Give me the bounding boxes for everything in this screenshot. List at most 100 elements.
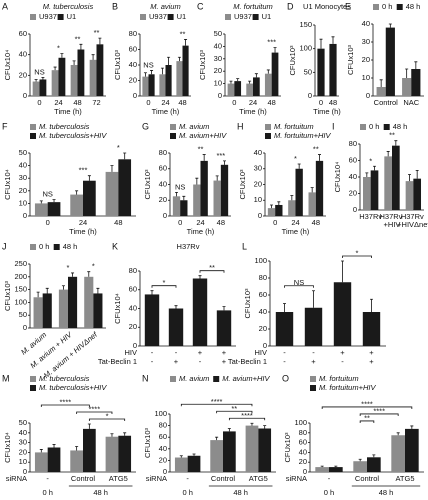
significance-label: ** xyxy=(313,145,319,154)
condition-value: - xyxy=(283,348,286,357)
error-bar xyxy=(386,151,390,157)
y-tick-label: 0 xyxy=(23,91,27,100)
y-axis-label: CFUx10³ xyxy=(283,432,292,463)
bar xyxy=(376,87,386,96)
x-axis-label: Time (h) xyxy=(282,227,310,236)
error-bar xyxy=(123,432,127,436)
significance-label: NS xyxy=(175,182,185,191)
error-bar xyxy=(39,449,43,453)
y-axis-label: CFUx10⁴ xyxy=(3,169,12,200)
y-axis-label: CFUx10³ xyxy=(238,169,247,200)
bar xyxy=(391,435,405,472)
error-bar xyxy=(263,425,267,429)
error-bar xyxy=(192,453,196,456)
x-axis-label: Time (h) xyxy=(69,227,97,236)
y-tick-label: 40 xyxy=(19,428,27,437)
legend-swatch xyxy=(310,376,316,382)
error-bar xyxy=(61,285,65,290)
y-tick-label: 80 xyxy=(349,139,357,148)
error-bar xyxy=(110,165,114,172)
bar xyxy=(370,170,379,210)
panel-letter: O xyxy=(282,373,289,383)
y-tick-label: 0 xyxy=(23,211,27,220)
bar xyxy=(223,431,236,472)
y-tick-label: 10 xyxy=(254,195,262,204)
panel-letter: L xyxy=(242,241,247,251)
x-tick-label: 48 xyxy=(312,218,320,227)
y-tick-label: 60 xyxy=(159,164,167,173)
y-axis-label: CFUx10³ xyxy=(198,50,207,81)
error-bar xyxy=(396,432,400,436)
y-tick-label: 0 xyxy=(133,91,137,100)
panel-letter: K xyxy=(112,241,118,251)
x-axis-label: Time (h) xyxy=(54,107,82,116)
error-bar xyxy=(319,38,323,49)
x-tick-label: 48 xyxy=(114,218,122,227)
error-bar xyxy=(215,436,219,441)
error-bar xyxy=(182,195,186,201)
bar xyxy=(275,204,283,216)
error-bar xyxy=(87,175,91,181)
significance-label: ** xyxy=(180,29,186,38)
x-tick-label: ATG5 xyxy=(109,474,128,483)
significance-label: ** xyxy=(75,34,81,43)
x-tick-label: 48 xyxy=(329,98,337,107)
bar xyxy=(362,312,381,346)
bracket-label: **** xyxy=(211,397,223,406)
bar xyxy=(174,457,188,472)
error-bar xyxy=(270,204,274,209)
bar xyxy=(118,435,132,472)
error-bar xyxy=(215,175,219,181)
bar xyxy=(227,83,235,96)
error-bar xyxy=(312,290,315,308)
error-bar xyxy=(250,422,254,426)
bracket-label: * xyxy=(356,248,359,257)
y-axis-label: CFUx10³ xyxy=(113,50,122,81)
error-bar xyxy=(75,446,79,451)
condition-value: - xyxy=(199,357,202,366)
condition-value: + xyxy=(369,348,374,357)
condition-value: - xyxy=(283,357,286,366)
significance-label: *** xyxy=(79,166,88,175)
y-tick-label: 40 xyxy=(129,60,137,69)
error-bar xyxy=(394,140,398,146)
y-tick-label: 50 xyxy=(304,67,312,76)
bar xyxy=(34,203,48,216)
legend-label: U1 xyxy=(67,12,77,21)
y-tick-label: 60 xyxy=(299,438,307,447)
panel-letter: F xyxy=(2,121,8,131)
error-bar xyxy=(175,191,179,197)
time-label: 48 h xyxy=(379,488,394,497)
legend-swatch xyxy=(213,376,220,382)
bar xyxy=(58,57,66,96)
error-bar xyxy=(334,465,338,468)
legend-swatch xyxy=(30,133,36,139)
y-tick-label: 60 xyxy=(129,285,137,294)
bracket xyxy=(321,406,413,409)
bar xyxy=(216,310,232,346)
error-bar xyxy=(60,53,64,58)
bar xyxy=(142,76,149,96)
panel-title: U1 Monocytes xyxy=(303,2,351,11)
x-tick-label: 48 xyxy=(178,98,186,107)
x-tick-label: H37Rv +HIVΔnef xyxy=(397,212,428,229)
x-tick-label: 0 xyxy=(46,218,50,227)
legend-swatch xyxy=(252,14,259,20)
error-bar xyxy=(177,56,181,62)
error-bar xyxy=(320,465,324,468)
y-tick-label: 20 xyxy=(129,75,137,84)
legend-swatch xyxy=(225,14,231,20)
y-tick-label: 30 xyxy=(214,54,222,63)
bar xyxy=(392,145,400,210)
error-bar xyxy=(388,23,392,28)
x-tick-label: - xyxy=(46,474,49,483)
x-tick-label: 0 xyxy=(146,98,150,107)
bracket xyxy=(151,285,177,288)
legend-swatch xyxy=(170,376,176,382)
x-tick-label: 0 xyxy=(319,98,323,107)
legend-label: M. fortuitum+HIV xyxy=(319,383,376,392)
error-bar xyxy=(150,290,154,295)
error-bar xyxy=(195,177,199,185)
bar xyxy=(47,202,61,216)
